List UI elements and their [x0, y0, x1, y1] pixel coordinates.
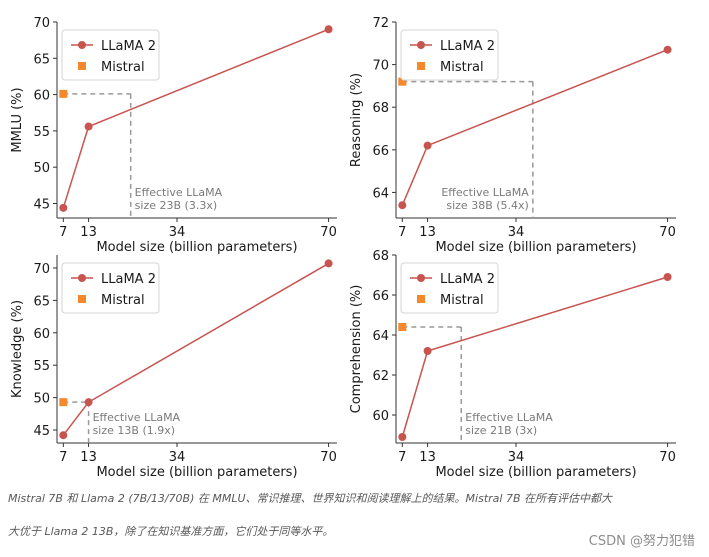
y-tick-label: 64: [372, 329, 389, 344]
effective-size-annotation: Effective LLaMA: [93, 411, 181, 424]
effective-size-annotation: size 21B (3x): [465, 424, 537, 437]
x-tick-label: 7: [398, 450, 406, 465]
y-tick-label: 68: [372, 101, 389, 116]
mistral-data-point: [59, 398, 68, 407]
y-tick-label: 45: [33, 197, 50, 212]
legend-box: [400, 29, 499, 81]
llama2-data-point: [59, 431, 68, 440]
llama2-data-point: [398, 433, 407, 441]
effective-size-annotation: size 38B (5.4x): [446, 199, 528, 212]
figure-caption-line-2: 大优于 Llama 2 13B，除了在知识基准方面，它们处于同等水平。: [8, 525, 334, 538]
x-tick-label: 70: [320, 450, 337, 465]
llama2-data-point: [663, 45, 672, 54]
legend-mistral-label: Mistral: [101, 293, 145, 308]
y-tick-label: 70: [372, 59, 389, 74]
y-tick-label: 65: [33, 52, 50, 67]
effective-size-annotation: Effective LLaMA: [441, 186, 529, 199]
y-tick-label: 68: [372, 249, 389, 264]
x-tick-label: 70: [659, 225, 676, 240]
llama2-data-point: [84, 122, 93, 131]
llama2-data-point: [423, 141, 432, 150]
figure-caption-line-1: Mistral 7B 和 Llama 2 (7B/13/70B) 在 MMLU、…: [8, 492, 612, 505]
llama2-data-point: [84, 398, 93, 407]
x-axis-label: Model size (billion parameters): [96, 465, 297, 480]
y-axis-label: Comprehension (%): [349, 285, 364, 414]
y-tick-label: 60: [372, 409, 389, 424]
legend-mistral-label: Mistral: [440, 60, 484, 75]
y-tick-label: 60: [33, 89, 50, 104]
y-tick-label: 66: [372, 144, 389, 159]
legend-llama2-marker: [78, 41, 86, 49]
x-axis-label: Model size (billion parameters): [435, 465, 636, 480]
llama2-data-point: [324, 259, 333, 268]
x-tick-label: 13: [419, 225, 436, 240]
legend-mistral-marker: [78, 62, 86, 70]
y-tick-label: 70: [33, 16, 50, 31]
chart-panel-3: 45 50 55 60 65 70 7 13 34 70 Model size (billion p…: [10, 255, 337, 480]
y-tick-label: 65: [33, 294, 50, 309]
x-tick-label: 7: [59, 225, 67, 240]
llama2-data-point: [398, 201, 407, 210]
legend-mistral-label: Mistral: [101, 60, 145, 75]
y-tick-label: 45: [33, 424, 50, 439]
chart-panel-2: 64 66 68 70 72 7 13 34 70 Model size (billion par…: [349, 16, 676, 255]
legend-llama2-label: LLaMA 2: [440, 39, 495, 54]
legend-mistral-label: Mistral: [440, 293, 484, 308]
legend-mistral-marker: [78, 295, 86, 303]
y-tick-label: 64: [372, 186, 389, 201]
mistral-data-point: [398, 323, 407, 331]
mistral-data-point: [398, 77, 407, 86]
y-tick-label: 66: [372, 289, 389, 304]
y-tick-label: 72: [372, 16, 389, 31]
legend-box: [61, 29, 160, 81]
legend-llama2-marker: [417, 41, 425, 49]
x-axis-label: Model size (billion parameters): [435, 240, 636, 255]
y-axis-label: Reasoning (%): [349, 73, 364, 167]
x-tick-label: 34: [169, 225, 186, 240]
legend-box: [400, 262, 499, 314]
x-tick-label: 34: [508, 225, 525, 240]
y-tick-label: 55: [33, 359, 50, 374]
legend-llama2-marker: [78, 274, 86, 282]
effective-size-annotation: Effective LLaMA: [465, 411, 553, 424]
effective-size-annotation: Effective LLaMA: [135, 186, 223, 199]
x-tick-label: 70: [320, 225, 337, 240]
x-axis-label: Model size (billion parameters): [96, 240, 297, 255]
mistral-data-point: [59, 89, 68, 98]
y-axis-label: Knowledge (%): [10, 300, 25, 398]
x-tick-label: 34: [508, 450, 525, 465]
x-tick-label: 13: [419, 450, 436, 465]
legend-llama2-label: LLaMA 2: [101, 39, 156, 54]
y-tick-label: 62: [372, 369, 389, 384]
x-tick-label: 7: [398, 225, 406, 240]
effective-size-annotation: size 13B (1.9x): [93, 424, 175, 437]
legend-mistral-marker: [417, 295, 425, 303]
csdn-watermark: CSDN @努力犯错: [588, 534, 695, 549]
y-tick-label: 50: [33, 161, 50, 176]
y-tick-label: 55: [33, 125, 50, 140]
y-tick-label: 70: [33, 262, 50, 277]
x-tick-label: 13: [80, 450, 97, 465]
llama2-data-point: [423, 347, 432, 355]
legend-llama2-label: LLaMA 2: [101, 272, 156, 287]
y-tick-label: 50: [33, 392, 50, 407]
legend-llama2-marker: [417, 274, 425, 282]
chart-panel-4: 60 62 64 66 68 7 13 34 70 Model size (billion par…: [349, 249, 676, 480]
x-tick-label: 13: [80, 225, 97, 240]
chart-panel-1: 45 50 55 60 65 70 7 13 34 70 Model size (billion p…: [10, 16, 337, 255]
x-tick-label: 70: [659, 450, 676, 465]
legend-llama2-label: LLaMA 2: [440, 272, 495, 287]
llama2-data-point: [324, 25, 333, 34]
y-axis-label: MMLU (%): [10, 87, 25, 152]
effective-size-annotation: size 23B (3.3x): [135, 199, 217, 212]
llama2-data-point: [663, 273, 672, 281]
y-tick-label: 60: [33, 327, 50, 342]
x-tick-label: 7: [59, 450, 67, 465]
charts-figure: 45 50 55 60 65 70 7 13 34 70 Model size (billion p…: [10, 16, 676, 480]
legend-mistral-marker: [417, 62, 425, 70]
legend-box: [61, 262, 160, 314]
llama2-data-point: [59, 203, 68, 212]
x-tick-label: 34: [169, 450, 186, 465]
